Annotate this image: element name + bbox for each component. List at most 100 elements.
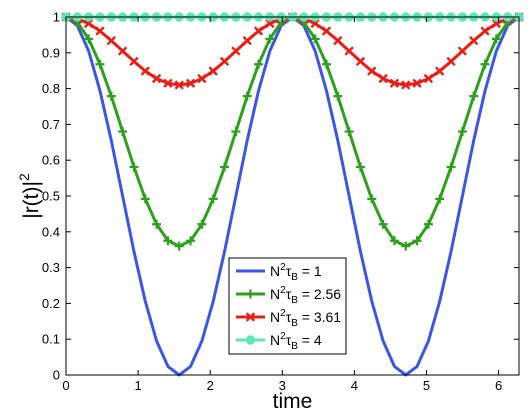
y-tick-label-0: 0 xyxy=(53,368,60,383)
series-2-point-24 xyxy=(333,35,343,46)
x-tick-label-5: 5 xyxy=(423,378,430,393)
series-2-point-33 xyxy=(435,66,445,76)
y-axis-title: |r(t)|2 xyxy=(16,173,43,219)
series-2-point-30 xyxy=(401,80,411,90)
y-axis-title-sup: 2 xyxy=(16,173,32,181)
legend-label-2: N2τB = 3.61 xyxy=(270,308,341,329)
series-1-point-6 xyxy=(129,162,139,172)
y-tick-label-10: 1 xyxy=(53,10,60,25)
legend-entry-0: N2τB = 1 xyxy=(236,262,322,283)
legend-marker-3 xyxy=(245,335,256,345)
series-2-point-34 xyxy=(446,56,456,67)
x-tick-label-2: 2 xyxy=(207,378,214,393)
legend-entry-3: N2τB = 4 xyxy=(236,331,322,352)
series-2-point-29 xyxy=(389,78,400,88)
legend-label-3: N2τB = 4 xyxy=(270,331,322,352)
legend-label-1: N2τB = 2.56 xyxy=(270,285,341,306)
series-2-point-25 xyxy=(344,46,354,56)
x-tick-label-1: 1 xyxy=(134,378,141,393)
x-axis-title: time xyxy=(273,390,313,413)
series-1-point-12 xyxy=(197,219,207,229)
series-2-point-3 xyxy=(95,26,105,36)
series-2-point-14 xyxy=(219,56,230,67)
series-1-point-11 xyxy=(186,236,196,246)
series-2-point-26 xyxy=(355,56,366,67)
series-2-point-13 xyxy=(208,66,218,76)
x-tick-label-0: 0 xyxy=(62,378,69,393)
legend-entry-1: N2τB = 2.56 xyxy=(236,285,341,306)
series-2-point-37 xyxy=(480,26,490,36)
series-1-point-18 xyxy=(265,34,275,44)
y-tick-label-5: 0.5 xyxy=(42,189,60,204)
y-tick-label-4: 0.4 xyxy=(42,224,60,239)
series-2-point-10 xyxy=(174,80,184,90)
y-tick-label-1: 0.1 xyxy=(42,332,60,347)
series-2-point-7 xyxy=(140,66,150,76)
y-tick-label-2: 0.2 xyxy=(42,296,60,311)
y-tick-label-8: 0.8 xyxy=(42,81,60,96)
series-2-point-16 xyxy=(242,35,252,46)
series-2-point-11 xyxy=(185,78,196,88)
series-2-point-6 xyxy=(129,56,139,67)
series-1-point-4 xyxy=(106,91,116,101)
y-tick-label-3: 0.3 xyxy=(42,260,60,275)
series-1-point-33 xyxy=(435,194,445,204)
legend-label-0: N2τB = 1 xyxy=(270,262,322,283)
y-axis-title-base: |r(t)| xyxy=(20,181,43,219)
series-1-point-2 xyxy=(84,34,94,44)
y-tick-label-9: 0.9 xyxy=(42,45,60,60)
series-1-point-22 xyxy=(310,34,320,44)
series-1-point-35 xyxy=(457,127,467,137)
series-2-point-17 xyxy=(253,26,264,36)
series-2-point-32 xyxy=(423,73,434,84)
series-2-point-35 xyxy=(457,46,468,56)
legend-entry-2: N2τB = 3.61 xyxy=(236,308,341,329)
series-1-point-3 xyxy=(95,59,105,69)
series-1-point-23 xyxy=(321,59,331,69)
series-1-point-17 xyxy=(254,59,264,69)
legend-marker-2 xyxy=(245,312,256,322)
x-tick-label-6: 6 xyxy=(495,378,502,393)
series-1-point-28 xyxy=(378,219,388,229)
series-1-point-10 xyxy=(174,241,184,251)
series-1-point-5 xyxy=(118,127,128,137)
series-1-point-31 xyxy=(412,236,422,246)
series-1-point-30 xyxy=(401,241,411,251)
series-1-point-36 xyxy=(469,91,479,101)
y-tick-label-6: 0.6 xyxy=(42,153,60,168)
series-1-point-14 xyxy=(220,162,230,172)
series-2-point-12 xyxy=(197,73,207,84)
series-1-point-34 xyxy=(446,162,456,172)
series-1-point-26 xyxy=(355,162,365,172)
series-2-point-31 xyxy=(412,78,422,88)
series-2-point-23 xyxy=(321,26,332,36)
x-tick-label-3: 3 xyxy=(279,378,286,393)
x-tick-label-4: 4 xyxy=(351,378,358,393)
series-1-point-37 xyxy=(480,59,490,69)
ticks-layer: 0 1 2 3 4 5 6 0 0.1 0.2 0.3 0.4 0.5 0.6 0.7 0.8 0.9 1 xyxy=(42,10,519,393)
series-1-point-7 xyxy=(140,194,150,204)
series-2-point-4 xyxy=(106,35,116,46)
series-2-point-27 xyxy=(367,66,377,76)
legend-marker-1 xyxy=(246,289,255,299)
y-tick-label-7: 0.7 xyxy=(42,117,60,132)
series-2-point-36 xyxy=(469,35,479,46)
series-1-point-13 xyxy=(208,194,218,204)
series-1-point-38 xyxy=(491,34,501,44)
series-1-point-24 xyxy=(333,91,343,101)
series-2-point-15 xyxy=(231,46,241,56)
series-1-point-29 xyxy=(389,236,399,246)
series-2-point-28 xyxy=(378,73,388,84)
series-1-point-16 xyxy=(242,91,252,101)
series-2-point-8 xyxy=(151,73,162,84)
series-1-point-27 xyxy=(367,194,377,204)
series-1-point-15 xyxy=(231,127,241,137)
series-2-point-5 xyxy=(117,46,128,56)
series-1-point-32 xyxy=(423,219,433,229)
series-1-point-25 xyxy=(344,127,354,137)
series-1-point-8 xyxy=(152,219,162,229)
series-2-point-9 xyxy=(163,78,173,88)
series-1-point-9 xyxy=(163,236,173,246)
